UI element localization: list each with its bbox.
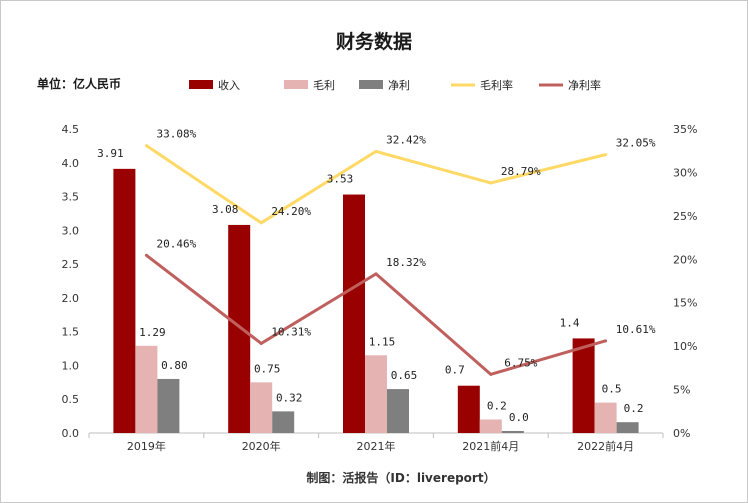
bar-收入 bbox=[228, 224, 251, 433]
legend-label: 净利 bbox=[388, 78, 410, 92]
line-data-label: 28.79% bbox=[501, 165, 541, 178]
right-tick-label: 25% bbox=[673, 210, 697, 223]
bar-毛利 bbox=[135, 345, 158, 433]
line-point bbox=[259, 341, 263, 345]
legend-swatch bbox=[189, 80, 213, 89]
legend-label: 毛利 bbox=[313, 79, 335, 92]
left-tick-label: 4.0 bbox=[62, 157, 80, 170]
legend-label: 净利率 bbox=[568, 78, 601, 92]
bar-data-label: 3.91 bbox=[97, 147, 124, 160]
bar-毛利 bbox=[594, 402, 617, 433]
bar-data-label: 0.80 bbox=[161, 359, 188, 372]
right-tick-label: 5% bbox=[673, 384, 690, 397]
right-tick-label: 15% bbox=[673, 297, 697, 310]
bar-data-label: 1.4 bbox=[560, 316, 580, 329]
bar-data-label: 1.15 bbox=[369, 335, 396, 348]
bar-毛利 bbox=[365, 355, 387, 433]
left-tick-label: 3.5 bbox=[62, 191, 80, 204]
left-axis: 0.0 0.5 1.0 1.5 2.0 2.5 3.0 3.5 4.0 4.5 bbox=[62, 123, 80, 440]
data-labels-layer: 3.913.083.530.71.41.290.751.150.20.50.80… bbox=[97, 128, 656, 424]
line-data-label: 24.20% bbox=[271, 205, 311, 218]
line-point bbox=[144, 253, 148, 257]
x-axis: 2019年 2020年 2021年 2021前4月 2022前4月 bbox=[88, 432, 664, 453]
left-tick-label: 0.5 bbox=[62, 393, 80, 406]
bar-净利 bbox=[387, 389, 409, 433]
bar-收入 bbox=[343, 194, 365, 433]
line-data-label: 32.05% bbox=[616, 137, 656, 150]
line-data-label: 6.75% bbox=[504, 356, 537, 369]
right-tick-label: 20% bbox=[673, 253, 697, 266]
bar-毛利 bbox=[250, 382, 273, 433]
bar-data-label: 0.0 bbox=[509, 411, 529, 424]
line-data-label: 10.31% bbox=[271, 325, 311, 338]
bar-净利 bbox=[157, 378, 180, 433]
legend-label: 毛利率 bbox=[480, 78, 513, 92]
left-tick-label: 0.0 bbox=[62, 427, 80, 440]
bar-data-label: 0.65 bbox=[391, 369, 418, 382]
legend-label: 收入 bbox=[218, 78, 240, 92]
category-label: 2021年 bbox=[357, 439, 396, 453]
bar-data-label: 0.2 bbox=[624, 402, 644, 415]
line-point bbox=[489, 181, 493, 185]
category-label: 2019年 bbox=[127, 439, 166, 453]
bar-data-label: 1.29 bbox=[139, 326, 166, 339]
right-axis: 0% 5% 10% 15% 20% 25% 30% 35% bbox=[673, 123, 697, 440]
bar-净利 bbox=[616, 422, 639, 433]
bars-layer bbox=[113, 168, 639, 433]
right-tick-label: 10% bbox=[673, 340, 697, 353]
left-tick-label: 1.0 bbox=[62, 359, 80, 372]
line-data-label: 10.61% bbox=[616, 323, 656, 336]
bar-data-label: 0.75 bbox=[254, 362, 281, 375]
lines-layer bbox=[144, 144, 608, 376]
line-point bbox=[374, 272, 378, 276]
bar-毛利 bbox=[479, 419, 502, 433]
left-tick-label: 2.5 bbox=[62, 258, 80, 271]
line-point bbox=[259, 221, 263, 225]
left-tick-label: 2.0 bbox=[62, 292, 80, 305]
bar-收入 bbox=[113, 168, 136, 433]
line-data-label: 33.08% bbox=[157, 128, 197, 141]
left-tick-label: 4.5 bbox=[62, 123, 80, 136]
line-point bbox=[374, 149, 378, 153]
line-point bbox=[144, 144, 148, 148]
category-label: 2021前4月 bbox=[462, 439, 519, 453]
chart-title: 财务数据 bbox=[336, 30, 412, 53]
legend: 收入 毛利 净利 毛利率 净利率 bbox=[189, 78, 601, 92]
legend-swatch bbox=[359, 80, 383, 89]
bar-收入 bbox=[572, 338, 595, 433]
bar-data-label: 3.53 bbox=[327, 173, 354, 186]
legend-swatch bbox=[284, 80, 308, 89]
bar-data-label: 0.5 bbox=[602, 383, 622, 396]
category-label: 2022前4月 bbox=[577, 439, 634, 453]
bar-data-label: 0.7 bbox=[445, 364, 465, 377]
category-label: 2020年 bbox=[242, 439, 281, 453]
line-point bbox=[604, 339, 608, 343]
line-point bbox=[489, 372, 493, 376]
right-tick-label: 30% bbox=[673, 166, 697, 179]
left-tick-label: 3.0 bbox=[62, 224, 80, 237]
line-data-label: 20.46% bbox=[157, 237, 197, 250]
line-data-label: 32.42% bbox=[386, 133, 426, 146]
line-data-label: 18.32% bbox=[386, 256, 426, 269]
right-tick-label: 35% bbox=[673, 123, 697, 136]
bar-净利 bbox=[272, 411, 295, 433]
left-tick-label: 1.5 bbox=[62, 326, 80, 339]
bar-收入 bbox=[457, 385, 480, 433]
bar-data-label: 0.32 bbox=[276, 391, 303, 404]
bar-data-label: 3.08 bbox=[212, 203, 239, 216]
bar-净利 bbox=[501, 430, 524, 433]
line-point bbox=[604, 153, 608, 157]
footer-credit: 制图：活报告（ID：livereport） bbox=[306, 470, 495, 485]
unit-label: 单位：亿人民币 bbox=[37, 76, 121, 91]
right-tick-label: 0% bbox=[673, 427, 690, 440]
bar-data-label: 0.2 bbox=[487, 399, 507, 412]
